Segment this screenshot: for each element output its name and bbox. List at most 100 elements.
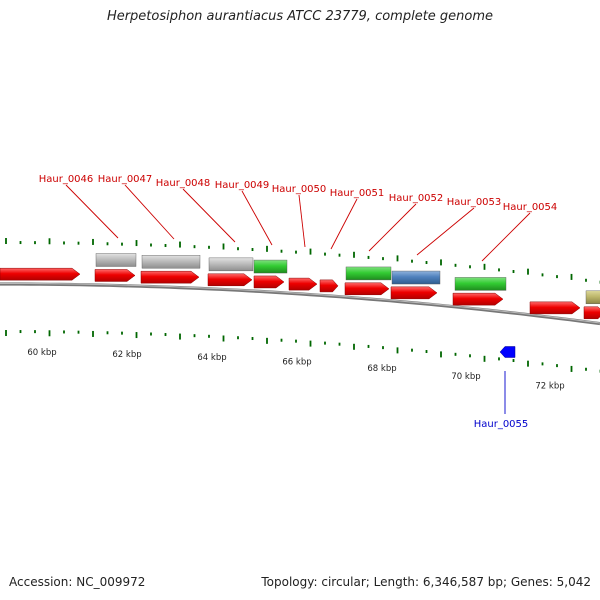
gene-feature-olive-7[interactable] [585,290,600,305]
lower-scale-tick [19,330,22,334]
gene-arrow-forward-0[interactable] [0,267,81,281]
map-title: Herpetosiphon aurantiacus ATCC 23779, co… [106,9,494,24]
gene-arrow-forward-2[interactable] [140,270,200,284]
lower-scale-tick [353,343,355,350]
upper-scale-tick [396,255,399,262]
upper-scale-tick [19,241,22,245]
lower-scale-tick [266,337,268,344]
gene-label-Haur_0048[interactable]: Haur_0048 [156,178,211,189]
gene-feature-green-3[interactable] [253,259,288,274]
gene-arrow-forward-11[interactable] [583,306,600,320]
gene-arrow-forward-4[interactable] [253,275,285,289]
upper-scale-tick [106,242,109,246]
gene-arrow-forward-7[interactable] [344,282,390,296]
upper-scale-tick [266,245,268,252]
lower-scale-tick [295,339,297,343]
upper-scale-tick [77,241,80,245]
accession-text: Accession: NC_009972 [9,575,146,589]
upper-scale-tick [309,248,312,255]
gene-arrow-forward-9[interactable] [452,292,504,306]
lower-scale-tick [570,365,573,372]
lower-scale-tick [208,334,210,338]
gene-feature-green-4[interactable] [345,266,392,281]
upper-scale-tick [512,270,515,274]
scale-label-66-kbp: 66 kbp [282,358,311,368]
gene-label-Haur_0054[interactable]: Haur_0054 [503,202,558,213]
lower-scale-tick [150,332,152,336]
lower-scale-tick [469,354,471,358]
gene-arrow-forward-8[interactable] [390,286,438,300]
lower-scale-tick [251,337,254,341]
upper-scale-tick [251,248,254,252]
leader-line-Haur_0048 [182,188,236,243]
lower-scale-tick [48,330,51,337]
lower-scale-tick [527,360,529,367]
upper-scale-tick [338,253,341,257]
upper-scale-tick [353,251,355,258]
leader-line-Haur_0047 [124,184,175,240]
backbone-line [0,282,600,326]
upper-scale-tick [179,241,181,248]
gene-label-Haur_0049[interactable]: Haur_0049 [215,180,270,191]
lower-scale-tick [77,330,80,334]
upper-scale-tick [208,245,210,249]
upper-scale-tick [570,273,573,280]
upper-scale-tick [483,263,486,270]
lower-scale-tick [382,346,384,350]
upper-scale-tick [295,250,297,254]
gene-feature-grey-2[interactable] [208,257,254,272]
leader-line-Haur_0054 [481,212,531,262]
upper-scale-tick [425,261,428,265]
gene-feature-blue-5[interactable] [391,270,441,285]
upper-scale-tick [135,240,138,247]
gene-arrow-reverse-Haur_0055[interactable] [499,346,516,358]
gene-feature-grey-1[interactable] [141,255,201,269]
gene-label-Haur_0051[interactable]: Haur_0051 [330,188,385,199]
upper-scale-tick [556,275,558,279]
upper-scale-tick [63,241,65,245]
backbone-highlight [0,282,600,324]
leader-line-Haur_0051 [330,198,358,250]
lower-scale-tick [483,355,486,362]
upper-scale-tick [324,252,326,256]
gene-label-Haur_0047[interactable]: Haur_0047 [98,174,153,185]
leader-line-Haur_0046 [65,184,119,239]
gene-arrow-forward-10[interactable] [529,301,581,315]
gene-arrow-forward-5[interactable] [288,277,318,291]
gene-arrow-forward-3[interactable] [207,273,253,287]
lower-scale-tick [440,351,442,358]
gene-label-Haur_0046[interactable]: Haur_0046 [39,174,94,185]
upper-scale-tick [48,238,51,245]
gene-feature-grey-0[interactable] [95,253,137,267]
gene-label-Haur_0050[interactable]: Haur_0050 [272,184,327,195]
gene-feature-green-6[interactable] [454,277,507,291]
lower-scale-tick [454,352,457,356]
scale-label-70-kbp: 70 kbp [451,372,480,382]
gene-label-Haur_0052[interactable]: Haur_0052 [389,193,444,204]
upper-scale-tick [92,238,94,245]
lower-scale-tick [498,357,500,361]
upper-scale-tick [541,273,544,277]
lower-scale-tick [411,348,413,352]
upper-scale-tick [498,268,500,272]
gene-arrow-forward-1[interactable] [94,269,136,282]
leader-line-Haur_0050 [298,194,306,248]
lower-scale-tick [512,359,515,363]
lower-scale-tick [338,342,341,346]
scale-label-64-kbp: 64 kbp [197,353,226,363]
upper-scale-tick [280,249,283,253]
lower-scale-tick [92,330,94,337]
lower-scale-tick [541,362,544,366]
gene-label-Haur_0053[interactable]: Haur_0053 [447,197,502,208]
gene-arrow-forward-6[interactable] [319,279,339,293]
scale-label-72-kbp: 72 kbp [535,381,564,391]
gene-label-Haur_0055[interactable]: Haur_0055 [474,419,529,430]
upper-scale-tick [121,242,123,246]
leader-line-Haur_0053 [416,207,475,256]
upper-scale-tick [469,265,471,269]
scale-label-62-kbp: 62 kbp [112,350,141,360]
lower-scale-tick [121,331,123,335]
upper-scale-tick [237,247,239,251]
upper-scale-tick [150,243,152,247]
